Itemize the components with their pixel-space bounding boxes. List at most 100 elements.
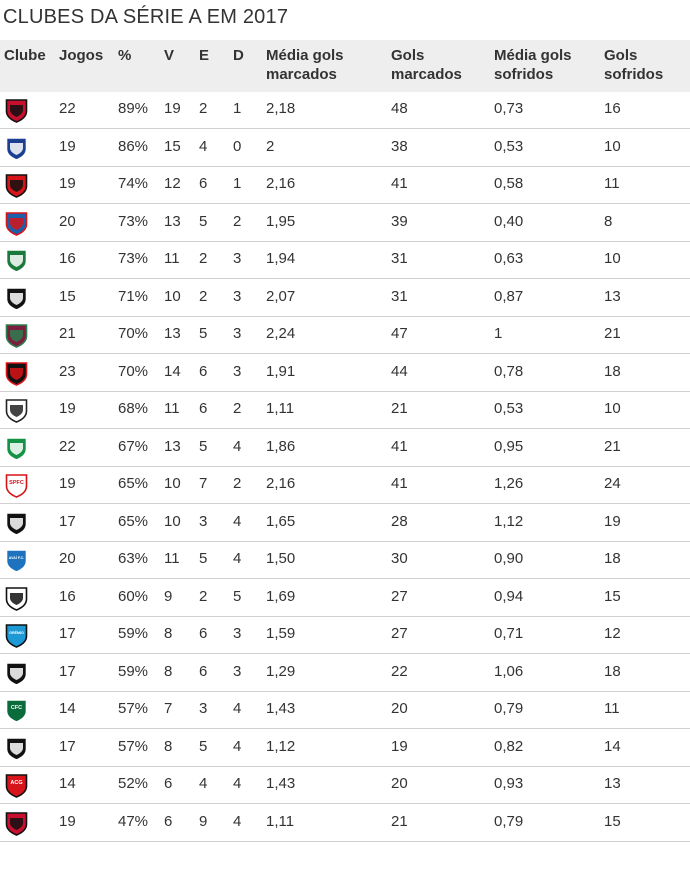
botafogo-crest-icon — [4, 511, 29, 536]
cell-vitorias: 9 — [164, 587, 173, 605]
cell-derrotas: 1 — [233, 100, 242, 117]
cell-jogos: 16 — [59, 250, 76, 267]
cell-gols-sofridos: 14 — [604, 737, 621, 755]
cell-gols-marcados: 41 — [391, 175, 408, 192]
cell-jogos: 14 — [59, 700, 76, 717]
cell-derrotas: 2 — [233, 212, 242, 230]
cell-percent: 70% — [118, 325, 149, 342]
cell-media-gols-sofridos: 0,79 — [494, 812, 524, 830]
cell-vitorias: 12 — [164, 175, 181, 192]
cell-gols-marcados: 27 — [391, 587, 408, 605]
cell-gols-sofridos: 18 — [604, 550, 621, 567]
cell-media-gols-marcados: 1,59 — [266, 625, 296, 642]
cell-derrotas: 3 — [233, 325, 242, 342]
cell-gols-marcados: 22 — [391, 662, 408, 680]
cell-derrotas: 1 — [233, 175, 242, 192]
cell-empates: 4 — [199, 137, 208, 155]
svg-text:AVAÍ F.C.: AVAÍ F.C. — [9, 555, 24, 560]
cell-empates: 2 — [199, 587, 208, 605]
cell-empates: 5 — [199, 212, 208, 230]
cell-empates: 5 — [199, 737, 208, 755]
cell-gols-sofridos: 12 — [604, 625, 621, 642]
cell-gols-sofridos: 19 — [604, 512, 621, 530]
atletico-goianiense-crest-icon: ACG — [4, 773, 29, 798]
cell-derrotas: 2 — [233, 400, 242, 417]
cell-vitorias: 7 — [164, 700, 173, 717]
atletico-paranaense-crest-icon — [4, 811, 29, 836]
cell-gols-sofridos: 18 — [604, 362, 621, 380]
cell-vitorias: 8 — [164, 625, 173, 642]
cell-gols-marcados: 20 — [391, 700, 408, 717]
cell-percent: 89% — [118, 100, 149, 117]
cell-media-gols-sofridos: 0,87 — [494, 287, 524, 305]
cell-vitorias: 8 — [164, 662, 173, 680]
cell-media-gols-marcados: 2 — [266, 137, 275, 155]
cell-media-gols-marcados: 1,43 — [266, 775, 296, 792]
table-row: GRÊMIO 17 59% 8 6 3 1,59 27 0,71 12 — [0, 617, 690, 654]
cell-gols-sofridos: 21 — [604, 437, 621, 455]
ponte-preta-crest-icon — [4, 661, 29, 686]
cell-media-gols-sofridos: 1 — [494, 325, 503, 342]
cell-gols-marcados: 31 — [391, 287, 408, 305]
cell-jogos: 20 — [59, 550, 76, 567]
header-jogos: Jogos — [59, 47, 104, 64]
page-title: CLUBES DA SÉRIE A EM 2017 — [3, 6, 289, 28]
cell-percent: 57% — [118, 700, 149, 717]
header-gols-sofridos-line1: Gols — [604, 47, 638, 64]
cell-media-gols-sofridos: 0,78 — [494, 362, 524, 380]
cell-empates: 6 — [199, 175, 208, 192]
cell-media-gols-sofridos: 0,90 — [494, 550, 524, 567]
cell-gols-marcados: 41 — [391, 475, 408, 492]
cell-vitorias: 14 — [164, 362, 181, 380]
table-row: 22 67% 13 5 4 1,86 41 0,95 21 — [0, 430, 690, 467]
cell-derrotas: 3 — [233, 662, 242, 680]
cell-media-gols-marcados: 2,16 — [266, 175, 296, 192]
cell-empates: 6 — [199, 662, 208, 680]
header-gols-sofridos: Gols sofridos — [604, 46, 663, 84]
cell-percent: 63% — [118, 550, 149, 567]
cell-vitorias: 11 — [164, 250, 180, 267]
cell-jogos: 17 — [59, 662, 76, 680]
cell-media-gols-marcados: 1,91 — [266, 362, 296, 380]
cell-gols-marcados: 38 — [391, 137, 408, 155]
cell-vitorias: 10 — [164, 287, 181, 305]
cell-jogos: 17 — [59, 625, 76, 642]
cell-vitorias: 8 — [164, 737, 173, 755]
cell-jogos: 19 — [59, 475, 76, 492]
cell-media-gols-sofridos: 0,79 — [494, 700, 524, 717]
table-row: 19 47% 6 9 4 1,11 21 0,79 15 — [0, 805, 690, 842]
cell-media-gols-marcados: 1,11 — [266, 812, 295, 830]
header-media-gols-marcados-line2: marcados — [266, 66, 337, 83]
cell-media-gols-marcados: 2,16 — [266, 475, 296, 492]
cell-gols-marcados: 41 — [391, 437, 408, 455]
header-gols-marcados: Gols marcados — [391, 46, 462, 84]
cell-derrotas: 4 — [233, 775, 242, 792]
cell-jogos: 15 — [59, 287, 76, 305]
cell-empates: 7 — [199, 475, 208, 492]
table-row: 15 71% 10 2 3 2,07 31 0,87 13 — [0, 280, 690, 317]
chapecoense-crest-icon — [4, 436, 29, 461]
sao-paulo-crest-icon: SPFC — [4, 473, 29, 498]
cell-gols-marcados: 48 — [391, 100, 408, 117]
cell-gols-sofridos: 16 — [604, 100, 621, 117]
table-row: 17 57% 8 5 4 1,12 19 0,82 14 — [0, 730, 690, 767]
cell-media-gols-marcados: 1,95 — [266, 212, 296, 230]
table-header — [0, 40, 690, 92]
cell-percent: 74% — [118, 175, 149, 192]
cell-percent: 73% — [118, 212, 149, 230]
table-row: 16 73% 11 2 3 1,94 31 0,63 10 — [0, 242, 690, 279]
cruzeiro-crest-icon — [4, 136, 29, 161]
cell-percent: 59% — [118, 625, 149, 642]
cell-derrotas: 3 — [233, 625, 242, 642]
cell-percent: 60% — [118, 587, 149, 605]
cell-gols-marcados: 19 — [391, 737, 408, 755]
cell-gols-marcados: 39 — [391, 212, 408, 230]
cell-percent: 86% — [118, 137, 149, 155]
cell-percent: 70% — [118, 362, 149, 380]
cell-jogos: 21 — [59, 325, 76, 342]
cell-jogos: 14 — [59, 775, 76, 792]
table-row: 19 68% 11 6 2 1,11 21 0,53 10 — [0, 392, 690, 429]
cell-derrotas: 3 — [233, 287, 242, 305]
cell-empates: 6 — [199, 362, 208, 380]
cell-media-gols-sofridos: 1,06 — [494, 662, 524, 680]
